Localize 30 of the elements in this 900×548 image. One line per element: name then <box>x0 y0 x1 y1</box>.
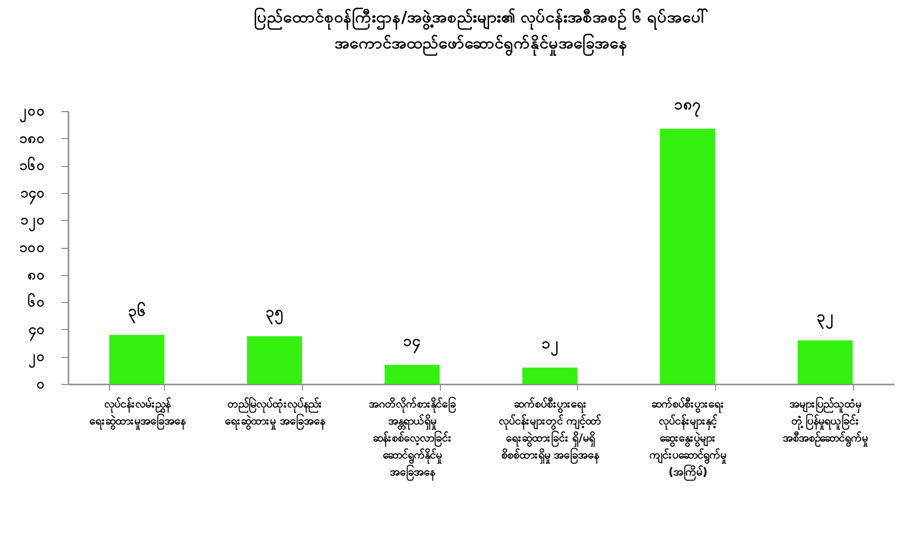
y-tick-label: ၁၀၀ <box>20 240 46 256</box>
data-label: ၃၆ <box>128 300 146 324</box>
y-tick-label: ၆၀ <box>28 294 46 311</box>
x-tick-label: ဆက်စပ်စီးပွားရေး လုပ်ငန်းများနှင့် ဆွေးနွေးပွဲများ ကျင်းပဆောင်ရွက်မှု (အကြိမ်) <box>650 396 726 482</box>
bar <box>384 364 440 384</box>
y-tick-label: ၁၆၀ <box>20 157 46 174</box>
x-tick-label: အများပြည်သူထံမှ တုံ့ပြန်မှုရယူခြင်း အစီအစဉ်ဆောင်ရွက်မှု <box>783 396 868 448</box>
chart-title: ပြည်ထောင်စုဝန်ကြီးဌာန/အဖွဲ့အစည်းများ၏ လုပ်ငန်းအစီအစဉ် ၆ ရပ်အပေါ် အကောင်အထည်ဖော်ဆောင်ရွက်နိုင်မှုအခြေအနေ <box>254 6 708 57</box>
y-tick-label: ၈၀ <box>28 267 46 284</box>
data-label: ၁၄ <box>403 332 422 354</box>
x-tick-label: ဆက်စပ်စီးပွားရေး လုပ်ငန်းများတွင် ကျင့်ဝတ် ရေးဆွဲထားခြင်း ရှိ/မရှိ စိစစ်ထားရှိမှု အခြေအနေ <box>498 396 603 464</box>
data-label: ၁၂ <box>541 334 558 357</box>
bar <box>246 336 302 384</box>
y-tick-label: ၀ <box>36 376 46 392</box>
y-tick-label: ၂၀ <box>28 349 46 368</box>
y-tick-label: ၁၂၀ <box>20 212 46 232</box>
data-label: ၃၂ <box>816 307 834 330</box>
data-label: ၁၈၇ <box>674 96 701 118</box>
data-label: ၃၅ <box>266 303 284 326</box>
y-tick-label: ၁၄၀ <box>20 185 46 204</box>
x-tick-label: လုပ်ငန်းလမ်းညွှန် ရေးဆွဲထားမှုအခြေအနေ <box>89 396 186 430</box>
bar <box>798 340 853 384</box>
bar <box>109 334 164 384</box>
y-tick-label: ၄၀ <box>28 322 46 341</box>
y-tick-label: ၁၈၀ <box>20 130 46 147</box>
y-tick-label: ၂၀၀ <box>20 104 46 122</box>
x-tick-label: တည်မြဲလုပ်ထုံးလုပ်နည်း ရေးဆွဲထားမှု အခြေအနေ <box>225 396 325 430</box>
x-tick-label: အဂတိလိုက်စားနိုင်ခြေ အန္တရာယ်ရှိမှု ဆန်းစစ်လေ့လာခြင်း ဆောင်ရွက်နိုင်မှု အခြေအနေ <box>369 396 458 482</box>
bar <box>522 368 578 384</box>
bar <box>660 128 716 384</box>
